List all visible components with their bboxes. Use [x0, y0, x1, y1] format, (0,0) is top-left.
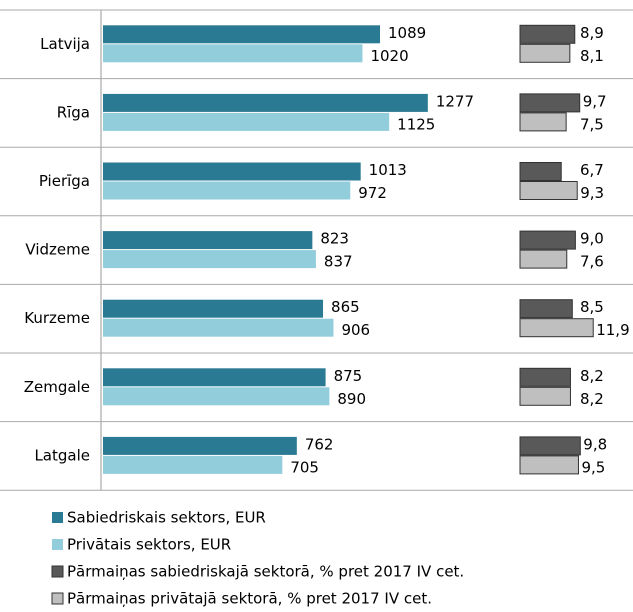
bar [519, 455, 579, 475]
bar [103, 368, 326, 387]
bar [103, 25, 381, 44]
legend-swatch [51, 565, 64, 578]
category-label: Vidzeme [25, 241, 90, 259]
category-label: Pierīga [39, 172, 90, 190]
bar [519, 181, 578, 200]
bar [519, 299, 573, 319]
bar [519, 43, 571, 63]
value-label: 972 [358, 184, 387, 202]
bar [103, 93, 428, 112]
value-label: 762 [305, 435, 334, 453]
bar [519, 367, 571, 387]
bar [103, 250, 316, 269]
bar [103, 231, 313, 250]
value-label: 11,9 [596, 321, 629, 339]
bar [519, 436, 581, 456]
value-label: 9,8 [583, 435, 607, 453]
bar [103, 162, 361, 181]
value-label: 7,6 [580, 253, 604, 271]
category-label: Kurzeme [24, 309, 90, 327]
bar [519, 93, 581, 113]
category-label: Zemgale [24, 378, 90, 396]
category-label: Rīga [57, 103, 90, 121]
bar [519, 230, 576, 250]
value-label: 1020 [370, 47, 408, 65]
value-label: 906 [341, 321, 370, 339]
value-label: 890 [337, 390, 366, 408]
value-label: 9,5 [581, 458, 605, 476]
value-label: 9,7 [583, 92, 607, 110]
bar [103, 299, 324, 318]
value-label: 8,9 [580, 24, 604, 42]
legend-swatch [52, 512, 63, 523]
value-label: 823 [320, 230, 349, 248]
bar [519, 24, 576, 44]
bar [103, 112, 390, 131]
bar [519, 249, 568, 269]
category-label: Latvija [40, 35, 90, 53]
bar [103, 318, 334, 337]
value-label: 8,1 [580, 47, 604, 65]
bar [103, 387, 330, 406]
legend-swatch [52, 539, 63, 550]
value-label: 7,5 [580, 115, 604, 133]
value-label: 875 [334, 367, 363, 385]
value-label: 837 [324, 253, 353, 271]
value-label: 9,0 [580, 230, 604, 248]
value-label: 1125 [397, 115, 435, 133]
bar [519, 318, 594, 338]
value-label: 1013 [369, 161, 407, 179]
bar [103, 44, 363, 63]
value-label: 705 [290, 458, 319, 476]
bar [103, 455, 283, 474]
value-label: 6,7 [580, 161, 604, 179]
value-label: 8,2 [580, 390, 604, 408]
bar [103, 181, 351, 200]
legend-swatch [51, 592, 64, 605]
bar [103, 436, 297, 455]
value-label: 1277 [436, 92, 474, 110]
category-label: Latgale [34, 446, 90, 464]
bar [519, 112, 567, 132]
legend-label: Privātais sektors, EUR [67, 536, 231, 554]
legend-label: Pārmaiņas privātajā sektorā, % pret 2017… [67, 590, 432, 608]
legend-label: Pārmaiņas sabiedriskajā sektorā, % pret … [67, 563, 464, 581]
legend-label: Sabiedriskais sektors, EUR [67, 509, 266, 527]
value-label: 8,2 [580, 367, 604, 385]
value-label: 865 [331, 298, 360, 316]
value-label: 1089 [388, 24, 426, 42]
bar [519, 386, 571, 406]
bar [519, 162, 562, 181]
value-label: 9,3 [580, 184, 604, 202]
value-label: 8,5 [580, 298, 604, 316]
